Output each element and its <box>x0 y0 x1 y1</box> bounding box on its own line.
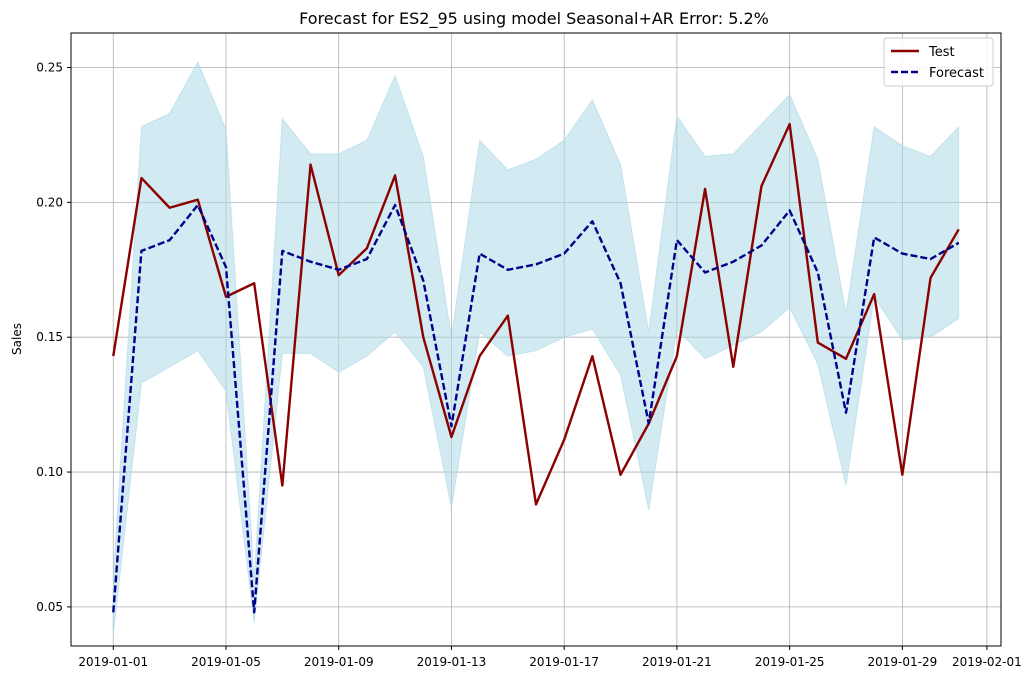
plot-frame <box>70 32 1002 647</box>
x-tick-label: 2019-01-17 <box>529 655 599 669</box>
legend-label-forecast: Forecast <box>929 66 984 81</box>
x-tick-label: 2019-01-29 <box>867 655 937 669</box>
x-tick-label: 2019-01-09 <box>304 655 374 669</box>
y-tick-label: 0.25 <box>36 61 63 75</box>
chart-title: Forecast for ES2_95 using model Seasonal… <box>299 9 769 29</box>
x-tick-label: 2019-01-13 <box>417 655 487 669</box>
x-tick-label: 2019-01-01 <box>78 655 148 669</box>
y-tick-label: 0.15 <box>36 330 63 344</box>
x-tick-label: 2019-01-21 <box>642 655 712 669</box>
legend: Test Forecast <box>883 37 994 87</box>
series-lines <box>112 122 960 614</box>
x-tick-label: 2019-01-25 <box>755 655 825 669</box>
interval-band-area <box>112 60 960 634</box>
y-tick-label: 0.05 <box>36 600 63 614</box>
legend-label-test: Test <box>928 45 955 60</box>
x-tick-label: 2019-02-01 <box>952 655 1022 669</box>
forecast-interval-band <box>112 60 960 634</box>
axes: 2019-01-01 2019-01-05 2019-01-09 2019-01-13… <box>36 32 1022 669</box>
y-tick-label: 0.20 <box>36 195 63 209</box>
x-tick-label: 2019-01-05 <box>191 655 261 669</box>
y-axis-label: Sales <box>10 323 24 355</box>
y-tick-label: 0.10 <box>36 465 63 479</box>
